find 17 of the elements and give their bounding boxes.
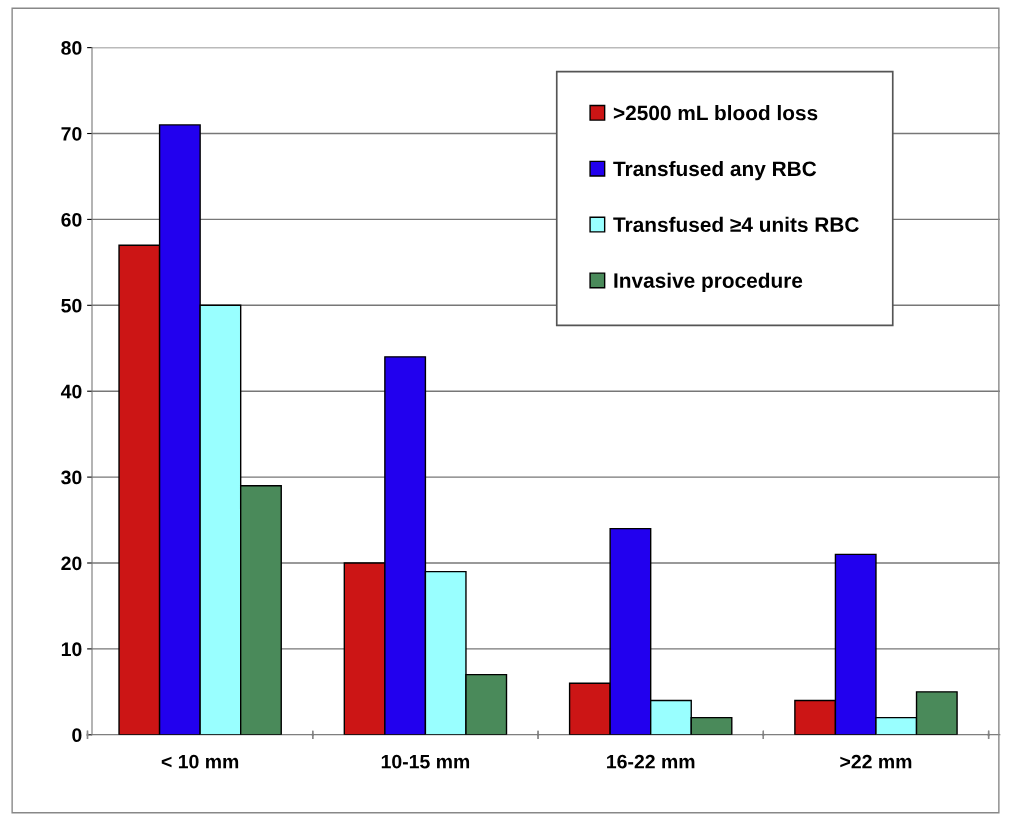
legend-label: Invasive procedure [614,272,803,293]
y-tick-label: 80 [61,41,82,55]
y-tick-label: 50 [61,298,82,313]
y-tick-label: 60 [61,212,82,227]
legend-label: Transfused ≥4 units RBC [613,216,859,233]
legend-label: >2500 mL blood loss [613,105,818,121]
y-tick-label: 0 [72,728,82,743]
x-tick-label: 16-22 mm [607,754,695,769]
y-tick-label: 30 [61,470,82,485]
y-tick-label: 40 [60,384,82,399]
x-tick-label: < 10 mm [161,754,239,769]
y-tick-label: 10 [61,642,82,657]
x-tick-label: >22 mm [840,754,912,769]
y-tick-label: 70 [61,126,82,141]
legend-label: Transfused any RBC [613,160,817,181]
x-tick-label: 10-15 mm [381,754,470,769]
y-tick-label: 20 [61,556,82,571]
